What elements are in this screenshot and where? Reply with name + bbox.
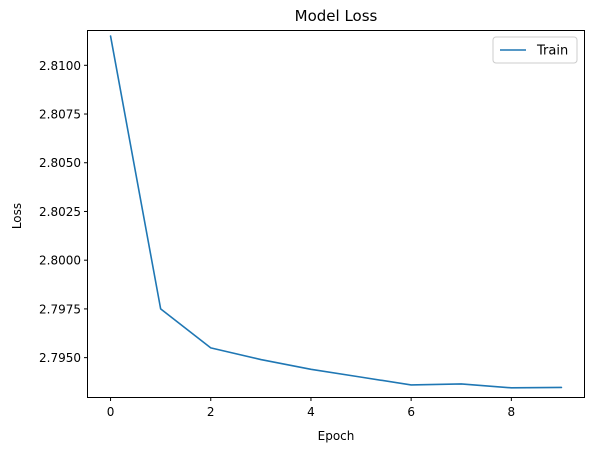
x-axis-label: Epoch xyxy=(318,429,355,443)
plot-layer xyxy=(109,35,563,389)
legend-box xyxy=(492,36,578,64)
y-axis-label: Loss xyxy=(10,203,24,229)
y-tick-label: 2.8100 xyxy=(39,59,81,73)
x-tick-label: 2 xyxy=(207,405,215,419)
y-tick-label: 2.8000 xyxy=(39,254,81,268)
y-tick-label: 2.8025 xyxy=(39,205,81,219)
x-tick-label: 0 xyxy=(107,405,115,419)
y-tick-label: 2.7975 xyxy=(39,302,81,316)
legend-label-train: Train xyxy=(536,44,568,59)
legend: Train xyxy=(492,36,578,64)
x-tick-label: 8 xyxy=(508,405,516,419)
y-tick-label: 2.8050 xyxy=(39,156,81,170)
chart-title: Model Loss xyxy=(295,7,378,25)
x-tick-label: 6 xyxy=(407,405,415,419)
y-tick-label: 2.8075 xyxy=(39,108,81,122)
series-line-train xyxy=(109,35,563,389)
ticks-layer: 0 2 4 6 8 2.7950 2.7975 2.8000 2.8025 2.8050 2.807… xyxy=(39,59,515,419)
y-tick-label: 2.7950 xyxy=(39,351,81,365)
x-tick-label: 4 xyxy=(307,405,315,419)
plot-frame xyxy=(87,30,585,398)
